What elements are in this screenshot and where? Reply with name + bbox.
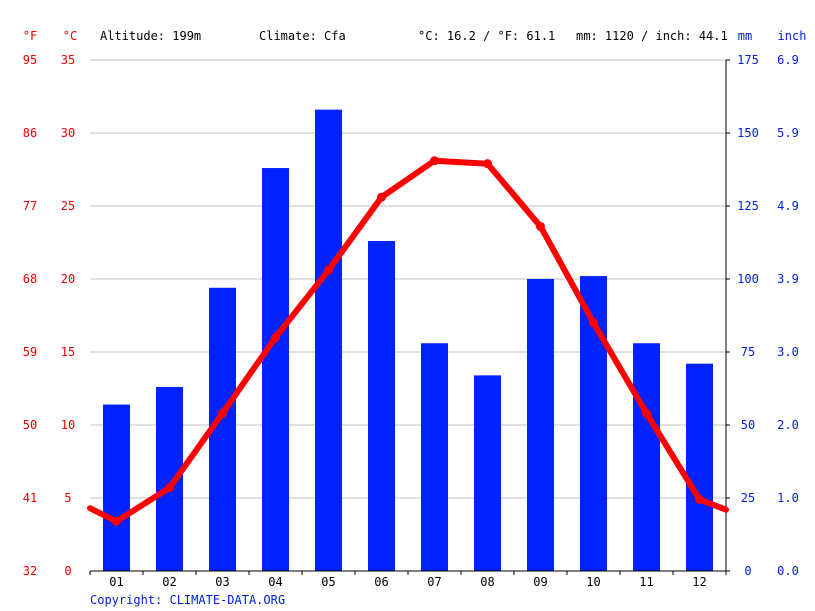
fahrenheit-tick-label: 59 [23,345,37,359]
temperature-point-07 [430,156,439,166]
inch-tick-label: 0.0 [777,564,799,578]
precipitation-bar-06 [368,241,395,572]
celsius-tick-label: 10 [61,418,75,432]
precipitation-bar-11 [633,343,660,571]
precipitation-bar-04 [262,168,289,572]
fahrenheit-unit-label: °F [23,29,37,43]
month-tick-label: 02 [162,575,176,589]
temperature-point-04 [271,332,280,342]
precipitation-bar-08 [474,375,501,571]
temperature-point-12 [695,494,704,504]
precipitation-bar-01 [103,404,130,571]
precipitation-bar-12 [686,363,713,571]
month-tick-label: 04 [268,575,282,589]
temperature-point-09 [536,221,545,231]
inch-tick-label: 1.0 [777,491,799,505]
month-tick-label: 08 [480,575,494,589]
temperature-point-10 [589,318,598,328]
fahrenheit-tick-label: 32 [23,564,37,578]
grid-lines [90,59,726,499]
mm-tick-label: 75 [741,345,755,359]
mm-tick-label: 125 [737,199,759,213]
fahrenheit-tick-label: 50 [23,418,37,432]
fahrenheit-tick-label: 95 [23,53,37,67]
temperature-point-01 [112,516,121,526]
mm-tick-label: 50 [741,418,755,432]
temperature-point-05 [324,265,333,275]
inch-tick-label: 2.0 [777,418,799,432]
precipitation-total-label: mm: 1120 / inch: 44.1 [576,29,728,43]
axes [89,59,730,575]
month-tick-label: 03 [215,575,229,589]
fahrenheit-tick-label: 77 [23,199,37,213]
month-tick-label: 12 [692,575,706,589]
precipitation-bar-07 [421,343,448,571]
temperature-point-11 [642,408,651,418]
temperature-point-03 [218,408,227,418]
average-temperature-label: °C: 16.2 / °F: 61.1 [418,29,555,43]
altitude-label: Altitude: 199m [100,29,201,43]
celsius-tick-label: 20 [61,272,75,286]
inch-tick-label: 4.9 [777,199,799,213]
fahrenheit-tick-label: 68 [23,272,37,286]
temperature-line [87,156,729,526]
tick-labels: 32 0 0 0.041 5 25 1.050 10 50 2.059 15 75 3.068 20 100… [23,53,799,589]
mm-unit-label: mm [738,29,752,43]
copyright-label: Copyright: CLIMATE-DATA.ORG [90,593,285,607]
mm-tick-label: 100 [737,272,759,286]
climate-label: Climate: Cfa [259,29,346,43]
precipitation-bar-09 [527,279,554,571]
precipitation-bar-05 [315,109,342,571]
celsius-tick-label: 5 [64,491,71,505]
celsius-tick-label: 35 [61,53,75,67]
month-tick-label: 01 [109,575,123,589]
inch-tick-label: 3.0 [777,345,799,359]
temperature-point-06 [377,192,386,202]
celsius-tick-label: 15 [61,345,75,359]
inch-tick-label: 6.9 [777,53,799,67]
inch-tick-label: 5.9 [777,126,799,140]
celsius-tick-label: 30 [61,126,75,140]
month-tick-label: 05 [321,575,335,589]
temperature-point-08 [483,159,492,169]
celsius-unit-label: °C [63,29,77,43]
mm-tick-label: 0 [744,564,751,578]
inch-unit-label: inch [778,29,807,43]
mm-tick-label: 25 [741,491,755,505]
month-tick-label: 06 [374,575,388,589]
celsius-tick-label: 25 [61,199,75,213]
mm-tick-label: 150 [737,126,759,140]
temperature-line-path [87,157,729,525]
month-tick-label: 11 [639,575,653,589]
temperature-point-02 [165,483,174,493]
month-tick-label: 10 [586,575,600,589]
mm-tick-label: 175 [737,53,759,67]
fahrenheit-tick-label: 41 [23,491,37,505]
month-tick-label: 09 [533,575,547,589]
celsius-tick-label: 0 [64,564,71,578]
inch-tick-label: 3.9 [777,272,799,286]
fahrenheit-tick-label: 86 [23,126,37,140]
month-tick-label: 07 [427,575,441,589]
